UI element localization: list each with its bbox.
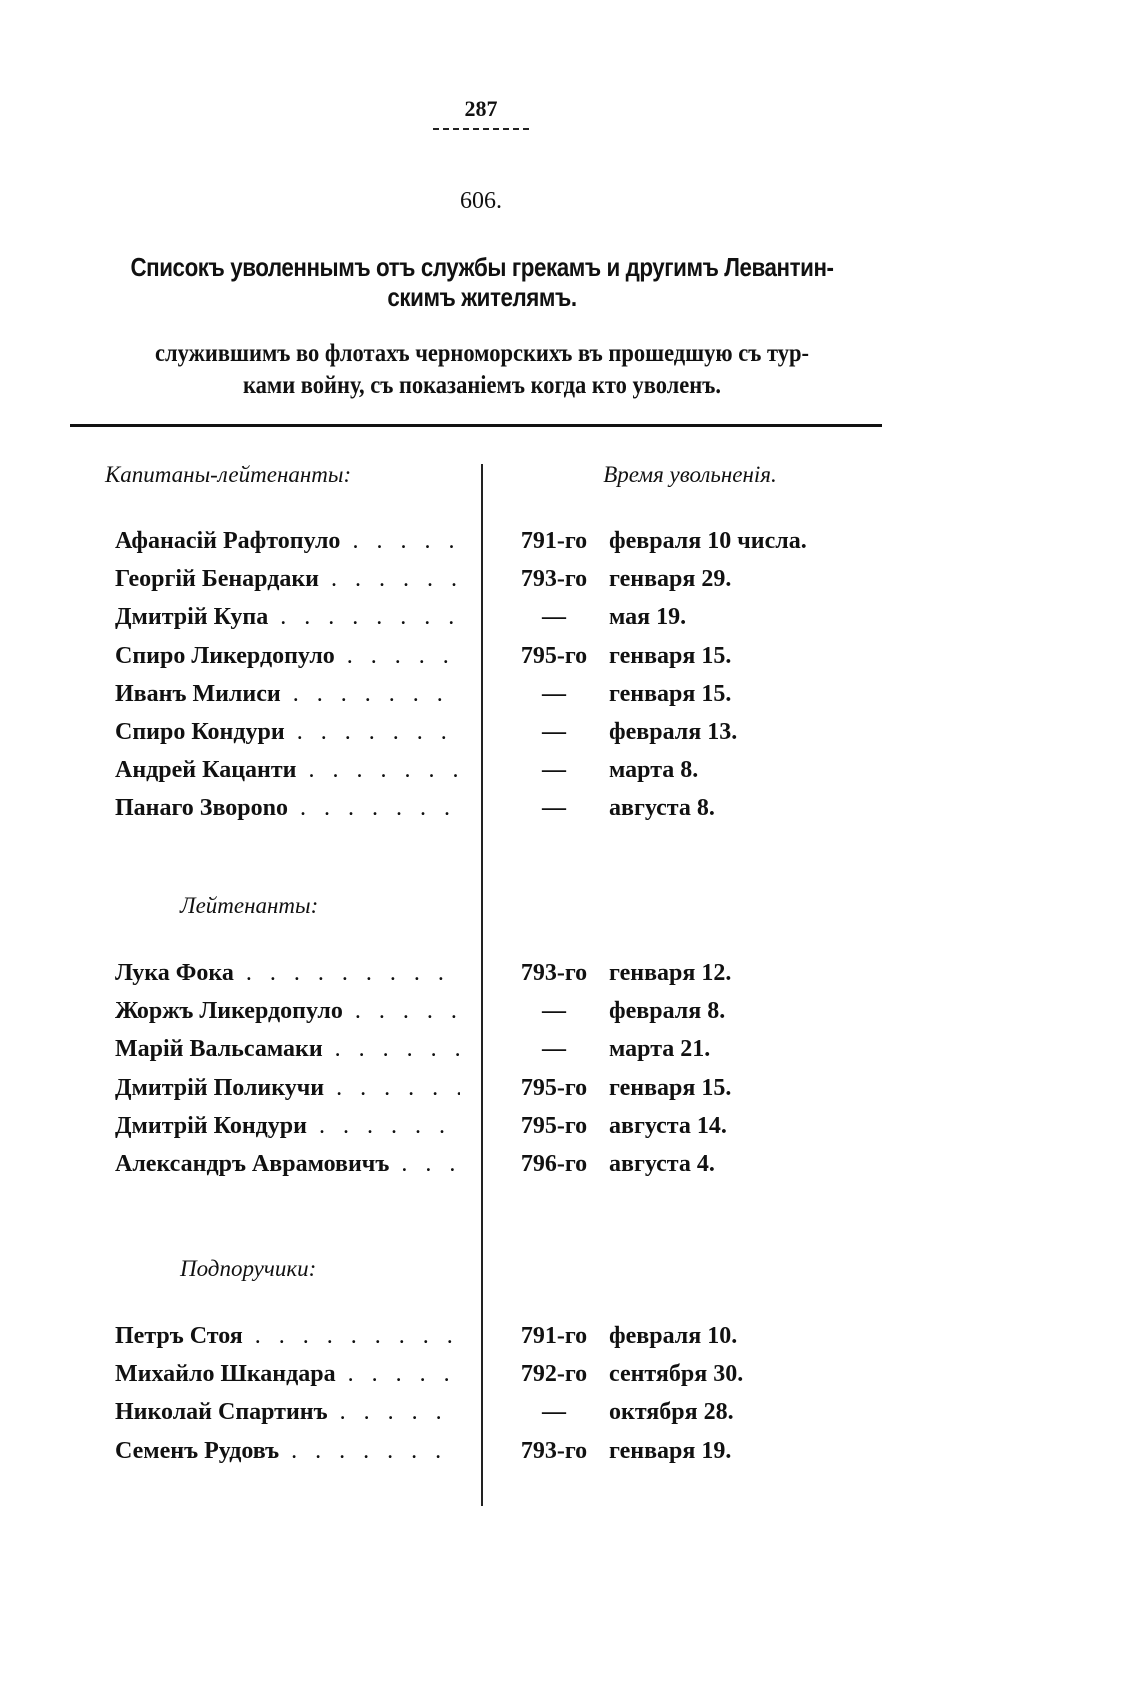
- dismissal-date: февраля 10.: [609, 1323, 738, 1349]
- section-heading: Подпоручики:: [180, 1256, 317, 1281]
- dismissal-year: —: [542, 998, 566, 1025]
- officer-name: Георгій Бенардаки: [115, 566, 460, 593]
- title-line-2: скимъ жителямъ.: [387, 282, 577, 312]
- dismissal-date: августа 14.: [609, 1112, 727, 1139]
- column-header-dismissal-time: Время увольненія.: [603, 462, 777, 487]
- table-row: Петръ Стоя 791-го февраля 10.: [115, 1323, 1015, 1359]
- dismissal-date: февраля 8.: [609, 998, 726, 1025]
- column-divider: [481, 464, 483, 1506]
- section-heading: Лейтенанты:: [180, 893, 319, 918]
- officer-name: Афанасій Рафтопуло: [115, 528, 460, 555]
- dismissal-date: генваря 15.: [609, 642, 732, 669]
- table-row: Спиро Кондури — февраля 13.: [115, 719, 1015, 755]
- table-row: Николай Спартинъ — октября 28.: [115, 1399, 1015, 1435]
- table-row: Андрей Кацанти — марта 8.: [115, 757, 1015, 793]
- officer-name: Петръ Стоя: [115, 1323, 460, 1350]
- table-row: Марій Вальсамаки — марта 21.: [115, 1036, 1015, 1072]
- officer-name: Панаго Зворono: [115, 795, 460, 822]
- dismissal-year: 791-го: [520, 528, 588, 554]
- dismissal-year: 793-го: [520, 566, 588, 593]
- officer-name: Спиро Кондури: [115, 719, 460, 746]
- table-row: Афанасій Рафтопуло 791-го февраля 10 числа…: [115, 528, 1015, 564]
- officer-name: Лука Фока: [115, 960, 460, 987]
- dismissal-date: генваря 29.: [609, 566, 732, 593]
- officer-name: Дмитрій Купа: [115, 604, 460, 631]
- dismissal-date: сентября 30.: [609, 1361, 744, 1388]
- dismissal-year: 793-го: [520, 1437, 588, 1464]
- dismissal-year: 795-го: [520, 1112, 588, 1139]
- table-row: Иванъ Милиси — генваря 15.: [115, 681, 1015, 717]
- section-heading: Капитаны-лейтенанты:: [105, 462, 352, 487]
- table-row: Дмитрій Кондури 795-го августа 14.: [115, 1113, 1015, 1149]
- subtitle-line-1: служившимъ во флотахъ черноморскихъ въ п…: [155, 340, 809, 367]
- dismissal-year: —: [542, 795, 566, 822]
- table-row: Жоржъ Ликердопуло — февраля 8.: [115, 998, 1015, 1034]
- table-row: Лука Фока 793-го генваря 12.: [115, 960, 1015, 996]
- officer-name: Спиро Ликердопуло: [115, 643, 460, 670]
- dismissal-date: февраля 10 числа.: [609, 528, 807, 554]
- table-row: Дмитрій Поликучи 795-го генваря 15.: [115, 1075, 1015, 1111]
- dismissal-date: августа 4.: [609, 1151, 715, 1177]
- officer-name: Михайло Шкандара: [115, 1361, 460, 1388]
- dismissal-date: генваря 15.: [609, 1074, 732, 1101]
- dismissal-date: генваря 15.: [609, 680, 732, 707]
- officer-name: Николай Спартинъ: [115, 1399, 460, 1426]
- dismissal-date: октября 28.: [609, 1399, 734, 1426]
- dismissal-year: —: [542, 1399, 566, 1426]
- table-row: Панаго Зворono — августа 8.: [115, 795, 1015, 831]
- dismissal-year: —: [542, 604, 566, 631]
- dismissal-date: марта 21.: [609, 1036, 711, 1063]
- officer-name: Семенъ Рудовъ: [115, 1438, 460, 1465]
- dismissal-year: —: [542, 757, 566, 784]
- title-line-1: Списокъ уволеннымъ отъ службы грекамъ и …: [130, 252, 834, 282]
- dismissal-year: 793-го: [520, 960, 588, 986]
- table-row: Спиро Ликердопуло 795-го генваря 15.: [115, 643, 1015, 679]
- page-number: 287: [464, 96, 498, 121]
- dismissal-year: —: [542, 680, 566, 707]
- page-number-rule: [433, 128, 529, 130]
- subtitle-line-2: ками войну, съ показаніемъ когда кто уво…: [243, 372, 721, 399]
- dismissal-year: —: [542, 1036, 566, 1063]
- table-row: Георгій Бенардаки 793-го генваря 29.: [115, 566, 1015, 602]
- dismissal-date: августа 8.: [609, 795, 715, 822]
- dismissal-date: генваря 19.: [609, 1437, 732, 1464]
- document-number: 606.: [460, 188, 502, 214]
- table-row: Александръ Аврамовичъ 796-го августа 4.: [115, 1151, 1015, 1187]
- officer-name: Марій Вальсамаки: [115, 1036, 460, 1063]
- dismissal-year: 795-го: [520, 1074, 588, 1101]
- officer-name: Дмитрій Кондури: [115, 1113, 460, 1140]
- table-row: Михайло Шкандара 792-го сентября 30.: [115, 1361, 1015, 1397]
- officer-name: Андрей Кацанти: [115, 757, 460, 784]
- officer-name: Жоржъ Ликердопуло: [115, 998, 460, 1025]
- dismissal-date: марта 8.: [609, 757, 699, 784]
- top-rule: [70, 424, 882, 427]
- dismissal-year: 792-го: [520, 1361, 588, 1388]
- table-row: Дмитрій Купа — мая 19.: [115, 604, 1015, 640]
- dismissal-date: генваря 12.: [609, 960, 732, 986]
- dismissal-date: февраля 13.: [609, 719, 738, 745]
- dismissal-year: —: [542, 719, 566, 745]
- dismissal-year: 795-го: [520, 642, 588, 669]
- officer-name: Иванъ Милиси: [115, 681, 460, 708]
- dismissal-year: 796-го: [520, 1151, 588, 1177]
- dismissal-year: 791-го: [520, 1323, 588, 1349]
- dismissal-date: мая 19.: [609, 604, 687, 631]
- table-row: Семенъ Рудовъ 793-го генваря 19.: [115, 1438, 1015, 1474]
- officer-name: Александръ Аврамовичъ: [115, 1151, 460, 1178]
- officer-name: Дмитрій Поликучи: [115, 1075, 460, 1102]
